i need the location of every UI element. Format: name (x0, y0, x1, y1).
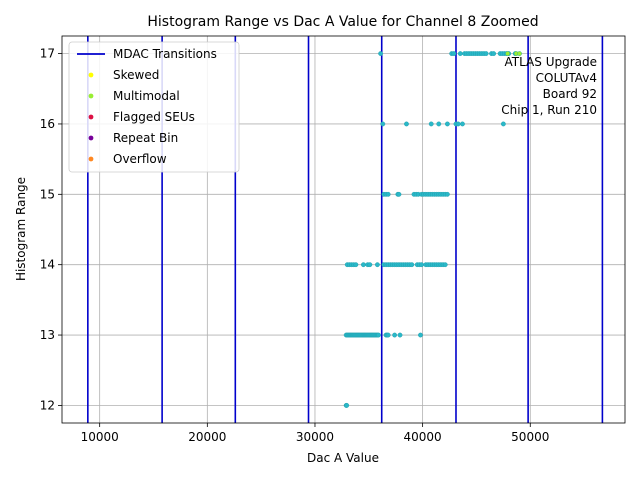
data-point (378, 51, 384, 56)
plot-area-frame (61, 35, 626, 424)
data-point (396, 191, 402, 197)
legend-dot-marker (88, 156, 94, 162)
x-axis-ticks: 10000 20000 30000 40000 50000 (81, 423, 549, 444)
data-point (455, 121, 461, 127)
grid-lines (62, 36, 625, 423)
data-point (483, 51, 489, 56)
data-point (397, 332, 403, 338)
legend-label: Flagged SEUs (113, 110, 195, 124)
data-point (491, 51, 497, 56)
legend-label: MDAC Transitions (113, 47, 217, 61)
data-point (517, 51, 522, 56)
data-point (385, 332, 391, 338)
x-tick-label: 50000 (511, 430, 549, 444)
legend-label: Repeat Bin (113, 131, 178, 145)
y-tick-label: 12 (40, 398, 55, 412)
data-point (442, 262, 448, 268)
data-point (418, 332, 423, 338)
annotation-line: Board 92 (543, 87, 597, 101)
chart-title: Histogram Range vs Dac A Value for Chann… (147, 14, 538, 30)
data-point (376, 332, 381, 338)
legend-label: Multimodal (113, 89, 180, 103)
data-point (385, 191, 391, 197)
data-point (367, 262, 373, 268)
y-tick-label: 16 (40, 117, 55, 131)
legend-label: Overflow (113, 152, 167, 166)
run-info-annotation: ATLAS Upgrade COLUTAv4 Board 92 Chip 1, Run… (501, 55, 597, 117)
legend-dot-marker (88, 114, 94, 120)
legend-label: Skewed (113, 68, 159, 82)
data-point (375, 262, 380, 268)
data-point (457, 51, 463, 56)
y-tick-label: 17 (40, 47, 55, 61)
data-point (500, 121, 506, 127)
x-axis-title: Dac A Value (307, 451, 379, 465)
y-axis-title: Histogram Range (14, 177, 28, 281)
annotation-line: COLUTAv4 (536, 71, 597, 85)
y-tick-label: 13 (40, 328, 55, 342)
data-point (361, 262, 366, 268)
annotation-line: Chip 1, Run 210 (501, 103, 597, 117)
data-point (353, 262, 359, 268)
x-tick-label: 20000 (188, 430, 226, 444)
data-point (409, 262, 415, 268)
data-point (419, 262, 424, 268)
data-point (344, 403, 350, 408)
x-tick-label: 30000 (296, 430, 334, 444)
y-tick-label: 15 (40, 187, 55, 201)
data-point (404, 121, 409, 127)
data-point (460, 121, 465, 127)
data-point (436, 121, 442, 127)
y-axis-ticks: 12 13 14 15 16 17 (40, 47, 62, 412)
data-point (392, 332, 398, 338)
data-points (343, 51, 522, 408)
x-tick-label: 40000 (404, 430, 442, 444)
data-point (505, 51, 511, 56)
legend-dot-marker (88, 72, 94, 78)
data-point (444, 121, 450, 127)
data-point (451, 51, 457, 56)
legend-dot-marker (88, 135, 94, 141)
x-tick-label: 10000 (81, 430, 119, 444)
data-point (428, 121, 434, 127)
legend-dot-marker (88, 93, 94, 99)
data-point (444, 191, 450, 197)
annotation-line: ATLAS Upgrade (504, 55, 597, 69)
y-tick-label: 14 (40, 258, 55, 272)
data-point (380, 121, 386, 127)
legend-box (68, 41, 240, 173)
legend: MDAC Transitions Skewed Multimodal Flagged … (68, 41, 240, 173)
